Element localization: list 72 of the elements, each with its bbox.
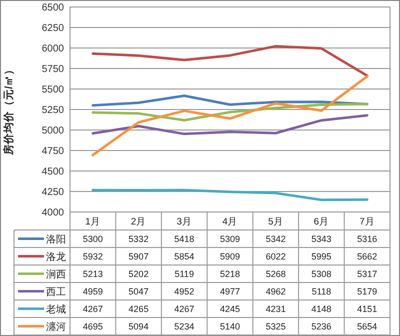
legend-label: 洛龙 [46, 250, 66, 263]
legend-label: 瀍河 [46, 320, 66, 333]
line-series [92, 94, 368, 107]
data-label: 5300 [82, 234, 103, 244]
y-tick-label: 4000 [42, 208, 64, 218]
x-tick-label: 4月 [222, 216, 238, 228]
data-label: 5343 [311, 234, 332, 244]
x-tick-label: 7月 [359, 216, 375, 228]
data-label: 5662 [357, 251, 378, 262]
data-label: 5995 [311, 251, 332, 262]
x-tick-label: 1月 [85, 216, 101, 228]
data-label: 5317 [357, 268, 378, 279]
y-tick-label: 6500 [42, 2, 64, 14]
data-label: 5202 [128, 268, 149, 279]
data-label: 6022 [266, 251, 286, 262]
line-series [92, 75, 368, 156]
legend-label: 老城 [46, 303, 66, 316]
data-label: 4245 [220, 304, 240, 314]
data-label: 4267 [174, 304, 194, 314]
y-tick-label: 4500 [42, 166, 64, 178]
y-tick-label: 5500 [42, 84, 64, 96]
data-label: 4231 [266, 304, 286, 314]
data-label: 5047 [128, 286, 149, 296]
data-label: 4148 [311, 304, 332, 314]
data-label: 5268 [266, 268, 286, 279]
y-tick-label: 4250 [42, 187, 64, 198]
y-axis-title: 房价均价（元/㎡） [2, 64, 15, 156]
data-label: 5418 [174, 234, 194, 244]
data-label: 4959 [82, 286, 103, 296]
data-label: 4265 [128, 304, 149, 314]
data-label: 5332 [128, 234, 149, 244]
x-tick-label: 3月 [176, 216, 192, 228]
line-series [92, 188, 368, 202]
y-tick-label: 5000 [42, 126, 64, 136]
data-label: 4695 [82, 321, 103, 332]
data-label: 5218 [220, 268, 240, 279]
data-label: 5236 [311, 321, 332, 332]
data-label: 4267 [82, 304, 103, 314]
y-tick-label: 6000 [42, 44, 64, 54]
line-series [92, 44, 368, 77]
data-label: 5119 [174, 268, 194, 279]
data-label: 5179 [357, 286, 378, 296]
data-label: 5909 [220, 251, 240, 262]
data-label: 5308 [311, 268, 332, 279]
legend-label: 涧西 [46, 268, 66, 280]
y-tick-label: 6250 [42, 23, 64, 34]
data-label: 5325 [266, 321, 286, 332]
data-label: 5309 [220, 234, 240, 244]
x-tick-label: 2月 [130, 216, 146, 228]
legend-label: 洛阳 [46, 233, 66, 246]
data-label: 5213 [82, 268, 103, 279]
data-label: 5094 [128, 321, 149, 332]
data-label: 5932 [82, 251, 103, 262]
data-label: 5342 [266, 234, 286, 244]
legend-label: 西工 [46, 286, 66, 298]
data-label: 5234 [174, 321, 194, 332]
y-tick-label: 5250 [42, 105, 64, 116]
data-label: 5907 [128, 251, 149, 262]
x-tick-label: 5月 [268, 216, 284, 228]
data-label: 4977 [220, 286, 240, 296]
data-label: 5140 [220, 321, 240, 332]
data-label: 5316 [357, 234, 378, 244]
data-label: 5118 [312, 286, 332, 296]
x-tick-label: 6月 [314, 216, 330, 228]
data-label: 4952 [174, 286, 194, 296]
data-label: 4962 [266, 286, 286, 296]
data-label: 5654 [357, 321, 378, 332]
line-series [92, 114, 368, 136]
data-label: 4151 [357, 304, 378, 314]
y-tick-label: 5750 [42, 64, 64, 75]
y-tick-label: 4750 [42, 146, 64, 157]
data-label: 5854 [174, 251, 194, 262]
